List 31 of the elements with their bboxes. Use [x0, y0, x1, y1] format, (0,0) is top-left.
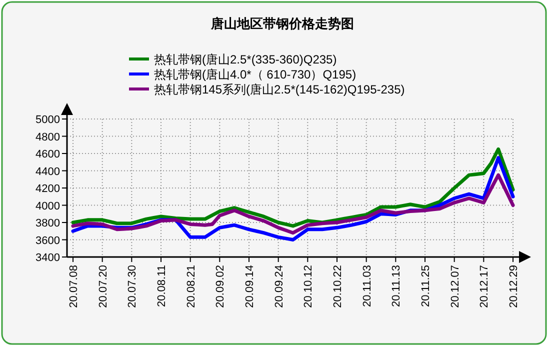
x-tick-label: 20.09.24 — [273, 265, 286, 308]
y-tick-label: 4400 — [36, 166, 60, 178]
line-series — [71, 147, 515, 228]
y-tick-label: 5000 — [36, 114, 60, 126]
line-series — [71, 173, 515, 235]
x-tick-label: 20.07.08 — [68, 265, 80, 308]
x-tick-label: 20.10.22 — [332, 265, 344, 308]
x-tick-label: 20.08.21 — [185, 265, 198, 308]
x-tick-label: 20.11.13 — [390, 265, 403, 308]
y-tick-label: 4200 — [36, 183, 60, 195]
x-tick-label: 20.12.17 — [478, 265, 491, 308]
x-tick-label: 20.10.12 — [302, 265, 315, 308]
y-tick-label: 3800 — [36, 218, 60, 230]
x-tick-label: 20.12.29 — [508, 265, 520, 308]
legend-label: 热轧带钢145系列(唐山2.5*(145-162)Q195-235) — [154, 82, 405, 96]
x-tick-label: 20.09.02 — [214, 265, 227, 308]
y-tick-label: 3400 — [36, 252, 60, 264]
y-tick-label: 4600 — [36, 148, 60, 160]
legend-label: 热轧带钢(唐山2.5*(335-360)Q235) — [154, 52, 337, 66]
chart-title: 唐山地区带钢价格走势图 — [210, 16, 354, 31]
x-tick-label: 20.07.20 — [97, 265, 110, 308]
x-tick-label: 20.07.30 — [126, 265, 139, 308]
x-tick-label: 20.12.07 — [449, 265, 462, 308]
x-tick-label: 20.11.25 — [420, 265, 432, 308]
x-tick-label: 20.09.14 — [244, 265, 256, 308]
y-tick-label: 3600 — [36, 234, 60, 247]
x-tick-label: 20.08.11 — [156, 265, 168, 308]
legend-label: 热轧带钢(唐山4.0*（ 610-730）Q195) — [154, 68, 356, 82]
y-tick-label: 4800 — [36, 131, 60, 144]
y-tick-label: 4000 — [36, 200, 60, 212]
x-tick-label: 20.11.03 — [361, 265, 374, 308]
